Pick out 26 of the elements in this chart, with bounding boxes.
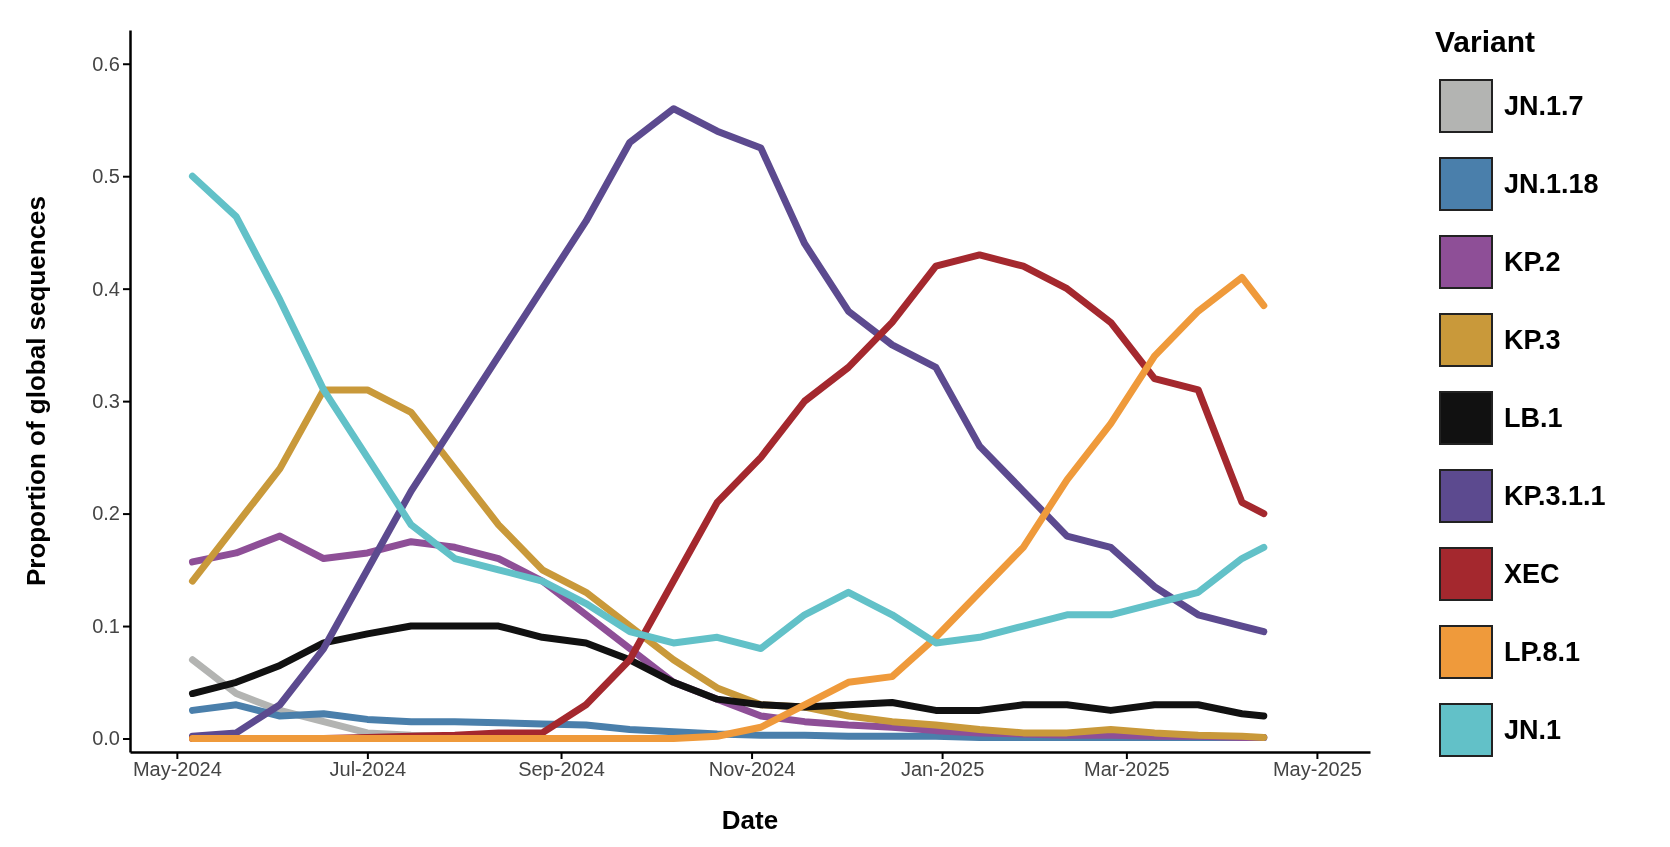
x-tick-label: May-2025 bbox=[1272, 758, 1362, 781]
legend-label: JN.1.18 bbox=[1504, 169, 1599, 199]
legend-label: LP.8.1 bbox=[1504, 637, 1581, 667]
y-tick-label: 0.4 bbox=[92, 277, 120, 300]
y-tick-label: 0.5 bbox=[92, 165, 120, 188]
y-tick-label: 0.1 bbox=[92, 614, 120, 637]
legend-label: JN.1.7 bbox=[1504, 91, 1584, 121]
legend-label: LB.1 bbox=[1504, 403, 1563, 433]
x-tick-label: Mar-2025 bbox=[1084, 758, 1170, 781]
legend-label: KP.3.1.1 bbox=[1504, 481, 1606, 511]
x-tick-label: May-2024 bbox=[132, 758, 222, 781]
x-tick-label: Jan-2025 bbox=[900, 758, 985, 781]
y-tick-label: 0.0 bbox=[92, 727, 120, 750]
y-tick-label: 0.2 bbox=[92, 502, 120, 525]
legend-label: KP.2 bbox=[1504, 247, 1561, 277]
legend-label: JN.1 bbox=[1504, 715, 1562, 745]
x-tick-label: Jul-2024 bbox=[329, 758, 407, 781]
x-tick-label: Nov-2024 bbox=[708, 758, 796, 781]
x-tick-label: Sep-2024 bbox=[518, 758, 605, 781]
x-axis-title: Date bbox=[721, 805, 779, 835]
y-tick-label: 0.6 bbox=[92, 52, 120, 75]
legend-label: KP.3 bbox=[1504, 325, 1561, 355]
legend-label: XEC bbox=[1504, 559, 1560, 589]
legend-title: Variant bbox=[1435, 25, 1536, 58]
y-axis-title: Proportion of global sequences bbox=[21, 195, 51, 587]
y-tick-label: 0.3 bbox=[92, 390, 120, 413]
